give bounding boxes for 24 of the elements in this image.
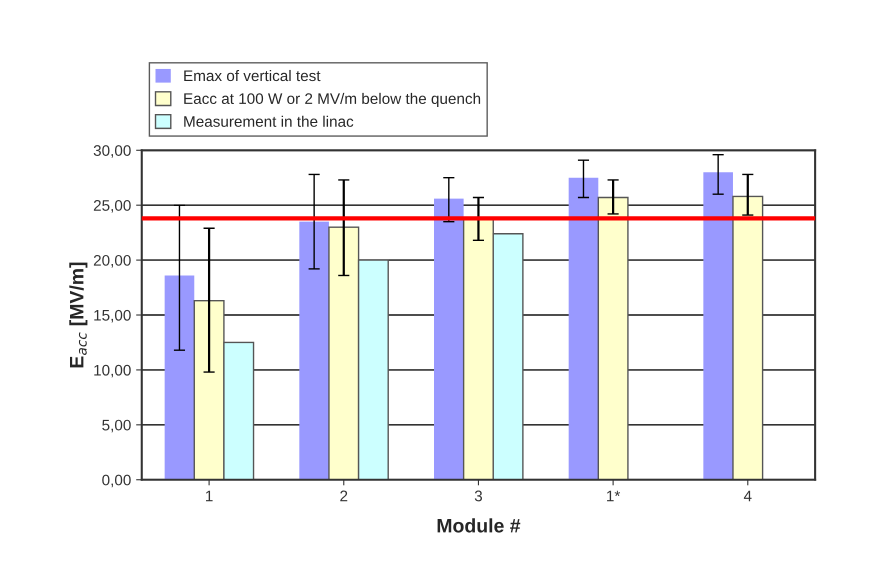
y-tick-label: 25,00	[94, 200, 131, 213]
bar	[732, 196, 764, 480]
bar	[568, 178, 598, 480]
x-tick-label: 3	[474, 490, 482, 502]
x-axis-title: Module #	[438, 518, 520, 533]
bar	[164, 275, 194, 480]
legend-label: Eacc at 100 W or 2 MV/m below the quench	[184, 92, 480, 108]
y-tick-label: 15,00	[94, 310, 131, 322]
y-tick-label: 20,00	[94, 254, 131, 268]
bar	[434, 198, 464, 480]
x-tick-label: 1	[206, 490, 213, 502]
x-tick-label: 1*	[607, 490, 620, 502]
y-axis-title: E$_{acc}$ [MV/m]	[69, 262, 88, 368]
x-tick-label: 2	[340, 490, 348, 502]
bar	[598, 196, 629, 480]
legend-label: Emax of vertical test	[184, 70, 320, 82]
y-tick-label: 5,00	[102, 420, 131, 432]
y-tick-label: 0,00	[102, 474, 131, 488]
legend-label: Measurement in the linac	[184, 116, 354, 127]
bar	[299, 222, 329, 480]
y-tick-label: 30,00	[94, 145, 131, 158]
y-tick-label: 10,00	[94, 364, 131, 378]
x-tick-label: 4	[744, 490, 752, 502]
bar	[703, 172, 733, 480]
